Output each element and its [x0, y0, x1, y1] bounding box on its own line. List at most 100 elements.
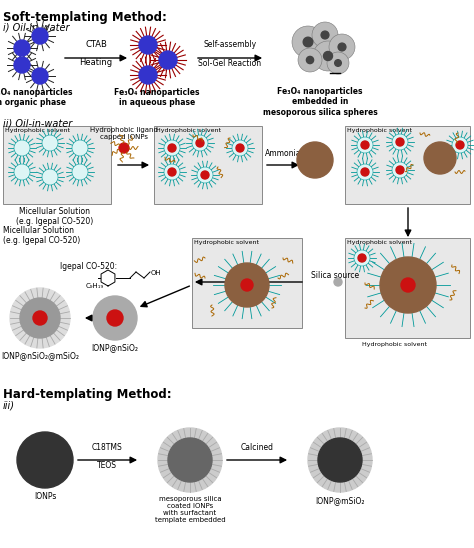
Circle shape: [452, 137, 468, 153]
Text: C18TMS: C18TMS: [91, 443, 122, 452]
FancyBboxPatch shape: [345, 238, 470, 338]
Text: C₉H₁₉: C₉H₁₉: [86, 283, 104, 289]
Circle shape: [10, 288, 70, 348]
Circle shape: [159, 51, 177, 69]
FancyBboxPatch shape: [154, 126, 262, 204]
Circle shape: [313, 41, 343, 71]
Text: TEOS: TEOS: [97, 461, 117, 470]
Text: ii) Oil-in-water: ii) Oil-in-water: [3, 118, 72, 128]
Circle shape: [164, 164, 180, 180]
Circle shape: [93, 296, 137, 340]
Text: mesoporous silica
coated IONPs
with surfactant
template embedded: mesoporous silica coated IONPs with surf…: [155, 496, 225, 523]
Text: iii): iii): [3, 400, 15, 410]
FancyBboxPatch shape: [192, 238, 302, 328]
Text: OH: OH: [151, 270, 162, 276]
Text: Igepal CO-520:: Igepal CO-520:: [60, 262, 117, 271]
Text: Self-assembly: Self-assembly: [203, 40, 256, 49]
Circle shape: [308, 428, 372, 492]
Circle shape: [338, 43, 346, 51]
Circle shape: [139, 66, 157, 84]
Circle shape: [201, 171, 209, 179]
Circle shape: [323, 52, 332, 60]
Circle shape: [303, 37, 313, 47]
Circle shape: [196, 139, 204, 147]
Circle shape: [329, 34, 355, 60]
Circle shape: [380, 257, 436, 313]
Circle shape: [236, 144, 244, 152]
Text: Hydrophobic solvent: Hydrophobic solvent: [347, 240, 412, 245]
Text: Silica source: Silica source: [311, 271, 359, 280]
Text: Micellular Solution
(e.g. Igepal CO-520): Micellular Solution (e.g. Igepal CO-520): [17, 207, 94, 226]
Circle shape: [168, 144, 176, 152]
Circle shape: [14, 40, 30, 56]
Text: Hydrophobic solvent: Hydrophobic solvent: [156, 128, 221, 133]
Circle shape: [168, 438, 212, 482]
Circle shape: [361, 168, 369, 176]
Circle shape: [42, 135, 58, 151]
Circle shape: [456, 141, 464, 149]
Circle shape: [292, 26, 324, 58]
Circle shape: [392, 134, 408, 150]
Text: Calcined: Calcined: [240, 443, 273, 452]
Circle shape: [20, 298, 60, 338]
Circle shape: [318, 438, 362, 482]
Circle shape: [298, 48, 322, 72]
Circle shape: [306, 56, 314, 64]
Circle shape: [354, 250, 370, 266]
Circle shape: [107, 310, 123, 326]
Circle shape: [14, 164, 30, 180]
Text: Hydrophobic solvent: Hydrophobic solvent: [347, 128, 412, 133]
Text: Micellular Solution
(e.g. Igepal CO-520): Micellular Solution (e.g. Igepal CO-520): [3, 226, 80, 246]
Text: Hydrophobic ligand
capped IONPs: Hydrophobic ligand capped IONPs: [90, 127, 158, 140]
Circle shape: [17, 432, 73, 488]
Text: Fe₃O₄ nanoparticles
embedded in
mesoporous silica spheres: Fe₃O₄ nanoparticles embedded in mesoporo…: [263, 87, 377, 117]
Circle shape: [119, 143, 129, 153]
Text: IONP@mSiO₂: IONP@mSiO₂: [315, 496, 365, 505]
Circle shape: [158, 428, 222, 492]
Circle shape: [401, 278, 415, 292]
FancyBboxPatch shape: [3, 126, 111, 204]
Circle shape: [33, 311, 47, 325]
Circle shape: [197, 167, 213, 183]
Text: Hard-templating Method:: Hard-templating Method:: [3, 388, 172, 401]
Circle shape: [72, 140, 88, 156]
Circle shape: [361, 141, 369, 149]
Text: Fe₃O₄ nanoparticles
in organic phase: Fe₃O₄ nanoparticles in organic phase: [0, 88, 73, 107]
Text: Sol-Gel Reaction: Sol-Gel Reaction: [199, 59, 262, 68]
Circle shape: [297, 142, 333, 178]
Circle shape: [32, 28, 48, 44]
Circle shape: [164, 140, 180, 156]
Circle shape: [334, 278, 342, 286]
Circle shape: [357, 164, 373, 180]
Text: Soft-templating Method:: Soft-templating Method:: [3, 11, 167, 24]
FancyBboxPatch shape: [345, 126, 470, 204]
Circle shape: [392, 162, 408, 178]
Circle shape: [168, 168, 176, 176]
Circle shape: [321, 31, 329, 39]
Text: IONP@nSiO₂@mSiO₂: IONP@nSiO₂@mSiO₂: [1, 351, 79, 360]
Text: Hydrophobic solvent: Hydrophobic solvent: [363, 342, 428, 347]
Circle shape: [225, 263, 269, 307]
Text: CTAB: CTAB: [85, 40, 107, 49]
Circle shape: [14, 57, 30, 73]
Circle shape: [14, 140, 30, 156]
Circle shape: [42, 169, 58, 185]
Circle shape: [335, 60, 341, 66]
Circle shape: [396, 138, 404, 146]
Text: Heating: Heating: [80, 58, 112, 67]
Circle shape: [32, 68, 48, 84]
Text: IONPs: IONPs: [34, 492, 56, 501]
Circle shape: [358, 254, 366, 262]
Circle shape: [139, 36, 157, 54]
Circle shape: [192, 135, 208, 151]
Circle shape: [357, 137, 373, 153]
Circle shape: [232, 140, 248, 156]
Circle shape: [327, 52, 349, 74]
Text: IONP@nSiO₂: IONP@nSiO₂: [91, 343, 138, 352]
Circle shape: [396, 166, 404, 174]
Circle shape: [72, 164, 88, 180]
Text: Hydrophobic solvent: Hydrophobic solvent: [194, 240, 259, 245]
Text: i) Oil-in-water: i) Oil-in-water: [3, 22, 70, 32]
Text: Fe₃O₄ nanoparticles
in aqueous phase: Fe₃O₄ nanoparticles in aqueous phase: [114, 88, 200, 107]
Circle shape: [241, 279, 253, 291]
